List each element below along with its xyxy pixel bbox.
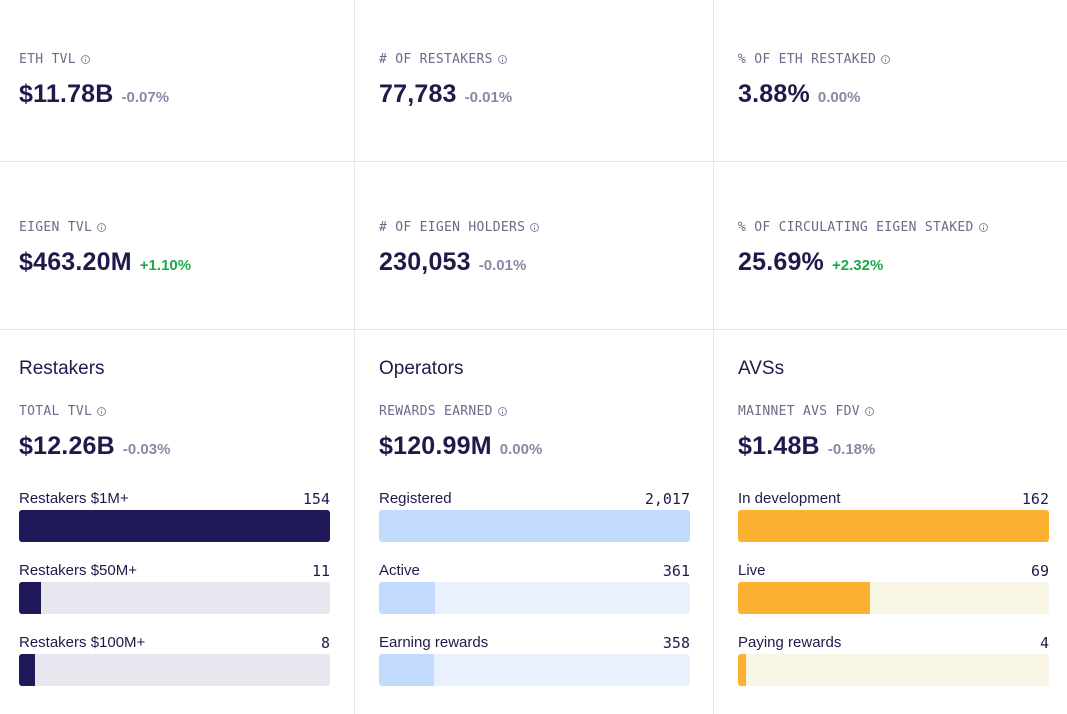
stat-value: 25.69% (738, 248, 824, 276)
panel-metric-value: $120.99M (379, 432, 492, 460)
stat-change: 0.00% (817, 89, 861, 106)
bar-fill (19, 582, 41, 614)
bar-count: 154 (302, 490, 330, 508)
stat-change: +1.10% (139, 257, 192, 274)
bar-track (738, 582, 1049, 614)
bar-track (738, 510, 1049, 542)
bar-fill (738, 654, 746, 686)
info-icon[interactable] (80, 55, 90, 64)
bar-track (19, 582, 330, 614)
panel-metric-value: $12.26B (19, 432, 115, 460)
panel-metric-label: TOTAL TVL (19, 404, 107, 419)
stat-label-eigen-tvl: EIGEN TVL (19, 220, 107, 235)
bar-fill (19, 510, 330, 542)
panel-metric-change: -0.03% (122, 441, 171, 458)
stat-label-eigen-staked: % OF CIRCULATING EIGEN STAKED (738, 220, 988, 235)
bar-track (379, 510, 690, 542)
bar-count: 358 (662, 634, 690, 652)
panel-title: Operators (379, 358, 464, 379)
info-icon[interactable] (97, 223, 107, 232)
bar-label: Restakers $1M+ (19, 490, 129, 507)
panel-metric: $12.26B -0.03% (19, 432, 170, 461)
row-divider (0, 329, 1067, 330)
bar-count: 2,017 (644, 490, 690, 508)
bar-track (379, 654, 690, 686)
panel-metric-change: 0.00% (499, 441, 543, 458)
panel-metric: $1.48B -0.18% (738, 432, 875, 461)
stat-eigen-holders: 230,053 -0.01% (379, 248, 526, 277)
bar-track (19, 654, 330, 686)
panel-title: AVSs (738, 358, 785, 379)
stat-change: -0.01% (464, 89, 513, 106)
bar-count: 69 (1030, 562, 1049, 580)
bar-label: Registered (379, 490, 452, 507)
panel-metric-change: -0.18% (827, 441, 876, 458)
info-icon[interactable] (864, 407, 874, 416)
panel-restakers: Restakers TOTAL TVL $12.26B -0.03% Resta… (19, 355, 330, 695)
bar-label: Paying rewards (738, 634, 842, 651)
stat-label-eth-tvl: ETH TVL (19, 52, 90, 67)
panel-operators: Operators REWARDS EARNED $120.99M 0.00% … (379, 355, 690, 695)
info-icon[interactable] (497, 55, 507, 64)
info-icon[interactable] (97, 407, 107, 416)
panel-metric-label: REWARDS EARNED (379, 404, 507, 419)
column-divider (713, 0, 714, 714)
bar-fill (379, 654, 434, 686)
stat-value: 3.88% (738, 80, 810, 108)
bar-track (738, 654, 1049, 686)
stat-eigen-staked: 25.69% +2.32% (738, 248, 883, 277)
stat-label-eigen-holders: # OF EIGEN HOLDERS (379, 220, 540, 235)
info-icon[interactable] (881, 55, 891, 64)
stat-value: $11.78B (19, 80, 114, 108)
bar-fill (379, 510, 690, 542)
bar-fill (19, 654, 35, 686)
panel-metric: $120.99M 0.00% (379, 432, 542, 461)
bar-label: Active (379, 562, 420, 579)
bar-track (379, 582, 690, 614)
bar-label: In development (738, 490, 841, 507)
row-divider (0, 161, 1067, 162)
bar-count: 4 (1039, 634, 1049, 652)
panel-avss: AVSs MAINNET AVS FDV $1.48B -0.18% In de… (738, 355, 1049, 695)
column-divider (354, 0, 355, 714)
info-icon[interactable] (497, 407, 507, 416)
bar-count: 361 (662, 562, 690, 580)
panel-metric-label: MAINNET AVS FDV (738, 404, 874, 419)
bar-label: Restakers $100M+ (19, 634, 146, 651)
bar-track (19, 510, 330, 542)
bar-fill (738, 510, 1049, 542)
stat-value: 230,053 (379, 248, 471, 276)
bar-fill (738, 582, 870, 614)
stat-eth-tvl: $11.78B -0.07% (19, 80, 169, 109)
stat-change: -0.01% (478, 257, 527, 274)
bar-label: Earning rewards (379, 634, 489, 651)
info-icon[interactable] (978, 223, 988, 232)
info-icon[interactable] (530, 223, 540, 232)
bar-fill (379, 582, 435, 614)
panel-title: Restakers (19, 358, 105, 379)
stat-label-eth-restaked: % OF ETH RESTAKED (738, 52, 891, 67)
stat-eigen-tvl: $463.20M +1.10% (19, 248, 191, 277)
stat-change: -0.07% (121, 89, 170, 106)
stat-value: 77,783 (379, 80, 457, 108)
stat-change: +2.32% (832, 257, 884, 274)
bar-count: 11 (311, 562, 330, 580)
stat-label-restakers: # OF RESTAKERS (379, 52, 507, 67)
stat-restakers: 77,783 -0.01% (379, 80, 512, 109)
bar-count: 8 (320, 634, 330, 652)
stat-eth-restaked: 3.88% 0.00% (738, 80, 860, 109)
bar-label: Restakers $50M+ (19, 562, 137, 579)
bar-count: 162 (1021, 490, 1049, 508)
panel-metric-value: $1.48B (738, 432, 820, 460)
stat-value: $463.20M (19, 248, 132, 276)
bar-label: Live (738, 562, 766, 579)
